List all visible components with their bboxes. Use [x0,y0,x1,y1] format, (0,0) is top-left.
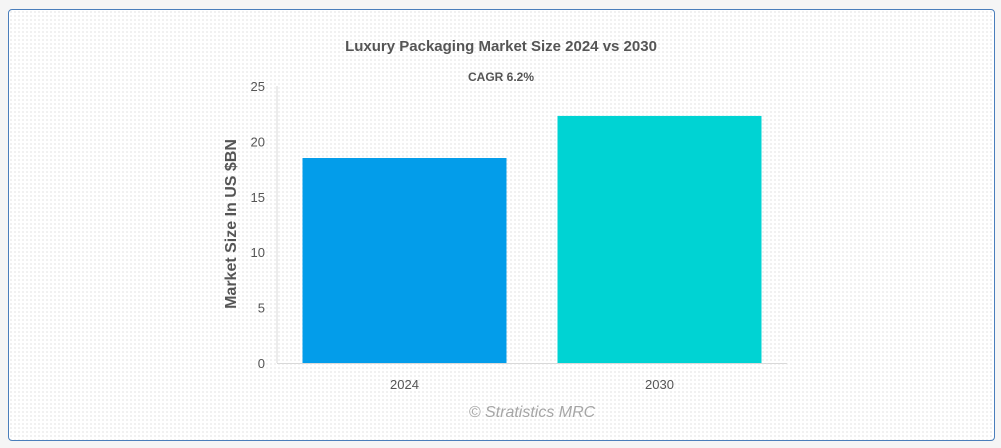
chart-subtitle: CAGR 6.2% [468,70,534,84]
y-axis-label: Market Size In US $BN [223,139,240,309]
y-tick-label: 10 [251,245,265,260]
x-axis-ticks: 2024 2030 [390,377,674,392]
x-tick-label: 2030 [645,377,674,392]
bar-2030 [557,115,762,363]
chart-title: Luxury Packaging Market Size 2024 vs 203… [345,38,657,55]
y-tick-label: 0 [258,356,265,371]
x-tick-label: 2024 [390,377,419,392]
bar-2024 [302,158,507,363]
y-tick-label: 25 [251,79,265,94]
y-tick-label: 15 [251,190,265,205]
y-axis-ticks: 0 5 10 15 20 25 [251,79,265,371]
credit-text: © Stratistics MRC [469,404,596,421]
y-tick-label: 5 [258,301,265,316]
bars [302,115,762,363]
y-tick-label: 20 [251,134,265,149]
